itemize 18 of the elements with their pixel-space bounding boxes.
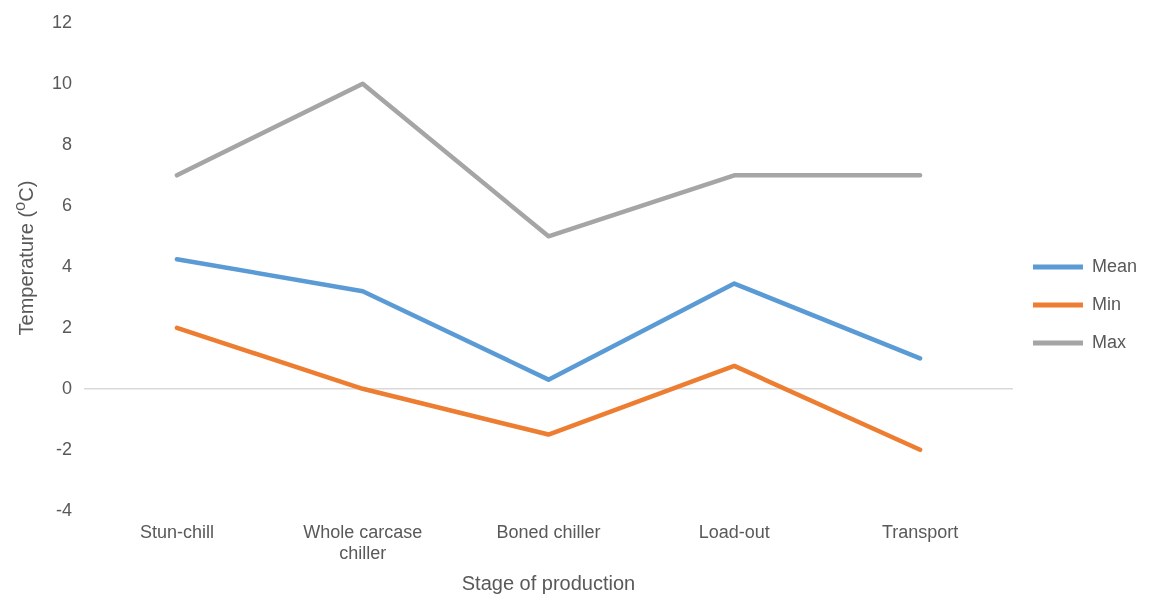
x-tick-label: Whole carcase chiller xyxy=(303,521,423,564)
y-tick-label: -2 xyxy=(56,438,73,459)
legend-label: Max xyxy=(1091,331,1126,352)
y-tick-label: 6 xyxy=(62,194,73,215)
y-tick-label: -4 xyxy=(56,499,73,520)
legend-label: Min xyxy=(1091,293,1121,314)
x-tick-label: Stun-chill xyxy=(139,521,214,542)
y-tick-label: 4 xyxy=(62,255,73,276)
x-tick-label: Boned chiller xyxy=(496,521,601,542)
legend-label: Mean xyxy=(1091,255,1137,276)
y-tick-label: 10 xyxy=(51,72,73,93)
y-tick-label: 0 xyxy=(62,377,73,398)
y-tick-label: 12 xyxy=(51,11,73,32)
x-tick-label: Load-out xyxy=(698,521,770,542)
x-axis-title: Stage of production xyxy=(461,571,636,594)
y-tick-label: 2 xyxy=(62,316,73,337)
x-tick-label: Transport xyxy=(881,521,959,542)
y-tick-label: 8 xyxy=(62,133,73,154)
